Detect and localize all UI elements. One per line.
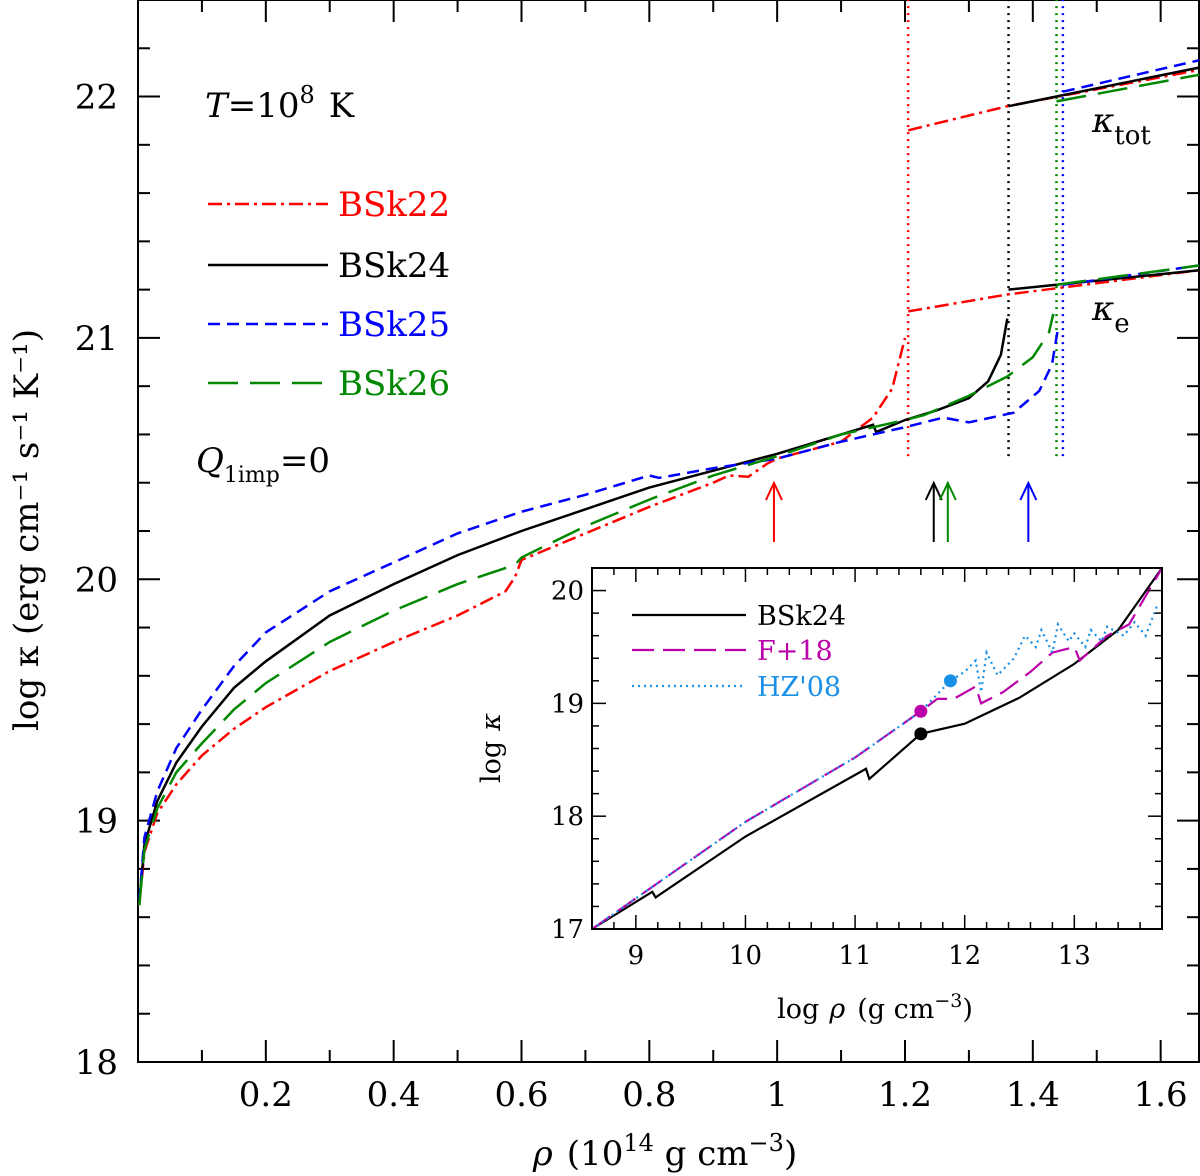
y-tick-label: 20 <box>75 560 118 600</box>
legend-label-bsk26: BSk26 <box>338 364 450 404</box>
series-bsk26-core-e <box>1056 264 1200 287</box>
x-tick-label: 0.8 <box>622 1075 676 1115</box>
temperature-equals: = <box>228 86 257 126</box>
inset-x-log: log <box>777 994 819 1025</box>
x-axis-title: ρ (1014 g cm−3) <box>532 1129 797 1174</box>
series-bsk25-crust <box>138 325 1060 901</box>
inset-y-tick-label: 20 <box>551 577 584 607</box>
kappa-tot-symbol: κ <box>1091 101 1114 141</box>
series-bsk24-core-tot <box>1008 66 1200 108</box>
series-bsk26-core-tot <box>1056 73 1200 103</box>
inset-x-pre: (g cm <box>857 994 934 1025</box>
inset-y-tick-label: 17 <box>551 915 584 945</box>
inset-y-tick-label: 19 <box>551 689 584 719</box>
inset-axis-ticks <box>591 567 1163 930</box>
x-tick-label: 0.4 <box>367 1075 421 1115</box>
series-bsk22-core-tot <box>907 68 1200 132</box>
y-tick-label: 18 <box>75 1043 118 1083</box>
transition-arrow <box>924 480 943 542</box>
transition-arrow <box>938 480 957 542</box>
inset-series-group <box>591 567 1163 930</box>
y-tick-label: 19 <box>75 802 118 842</box>
temperature-annotation: T=108 K <box>205 81 355 126</box>
x-tick-label: 1.2 <box>878 1075 932 1115</box>
inset-x-tick-label: 12 <box>948 941 981 971</box>
temperature-exponent: 8 <box>299 81 314 109</box>
inset-marker-bsk24 <box>914 727 928 741</box>
main-tick-labels: 0.2 0.4 0.6 0.8 1 1.2 1.4 1.6 18 19 20 21 22 <box>75 78 1188 1115</box>
inset-y-kappa: κ <box>476 713 507 732</box>
inset-legend: BSk24 F+18 HZ'08 <box>632 601 846 703</box>
inset-x-axis-title: log ρ (g cm−3) <box>777 990 973 1025</box>
x-tick-label: 1 <box>766 1075 788 1115</box>
x-axis-pre: (10 <box>567 1134 624 1174</box>
x-axis-unit: g cm <box>654 1134 749 1174</box>
y-tick-label: 22 <box>75 78 118 118</box>
x-axis-rho: ρ <box>532 1134 553 1174</box>
y-axis-title: log κ (erg cm⁻¹ s⁻¹ K⁻¹) <box>7 329 47 731</box>
main-series-group <box>138 59 1200 906</box>
x-tick-label: 0.2 <box>239 1075 293 1115</box>
inset-tick-labels: 9 10 11 12 13 17 18 19 20 <box>551 577 1091 971</box>
x-axis-exp2: −3 <box>749 1129 784 1157</box>
main-legend: BSk22 BSk24 BSk25 BSk26 <box>208 185 450 404</box>
legend-label-bsk24: BSk24 <box>338 246 450 286</box>
inset-x-exp: −3 <box>934 990 962 1012</box>
x-tick-label: 1.6 <box>1134 1075 1188 1115</box>
main-arrows <box>765 480 1038 542</box>
inset-marker-f+18 <box>914 704 928 718</box>
temperature-base: 10 <box>256 86 299 126</box>
inset-background <box>592 568 1162 929</box>
qimp-symbol: Q <box>196 441 224 481</box>
inset-x-tick-label: 9 <box>628 941 645 971</box>
x-tick-label: 0.6 <box>494 1075 548 1115</box>
kappa-tot-label: κtot <box>1091 101 1151 151</box>
y-tick-label: 21 <box>75 319 118 359</box>
x-axis-post: ) <box>784 1134 797 1174</box>
kappa-tot-subscript: tot <box>1114 121 1151 151</box>
series-bsk24-crust <box>138 318 1009 903</box>
inset-markers <box>914 674 957 741</box>
series-bsk25-core-tot <box>1062 59 1200 93</box>
inset-x-post: ) <box>962 994 973 1025</box>
qimp-subscript: 1imp <box>224 463 280 488</box>
temperature-symbol: T <box>205 86 230 126</box>
qimp-value: =0 <box>280 441 330 481</box>
inset-series-hz08 <box>591 606 1162 930</box>
inset-legend-label: F+18 <box>757 636 833 667</box>
inset-x-tick-label: 11 <box>839 941 872 971</box>
x-axis-exp: 14 <box>623 1129 654 1157</box>
series-bsk22-core-e <box>907 269 1200 313</box>
transition-arrow <box>765 480 783 542</box>
qimp-annotation: Q1imp=0 <box>196 441 330 488</box>
inset-marker-hz08 <box>943 674 957 688</box>
inset-y-tick-label: 18 <box>551 802 584 832</box>
inset-y-axis-title: log κ <box>476 713 507 783</box>
inset-legend-label: HZ'08 <box>757 672 841 703</box>
kappa-e-label: κe <box>1091 289 1130 339</box>
main-axis-ticks <box>138 0 1199 1063</box>
inset-y-log: log <box>476 741 507 783</box>
inset-x-tick-label: 13 <box>1058 941 1091 971</box>
legend-label-bsk22: BSk22 <box>338 185 450 225</box>
x-tick-label: 1.4 <box>1006 1075 1060 1115</box>
temperature-unit: K <box>329 86 355 126</box>
transition-arrow <box>1019 480 1038 542</box>
kappa-e-symbol: κ <box>1091 289 1114 329</box>
inset-x-tick-label: 10 <box>729 941 762 971</box>
inset-x-rho: ρ <box>828 994 845 1025</box>
kappa-e-subscript: e <box>1114 309 1129 339</box>
series-bsk26-crust <box>138 313 1055 906</box>
legend-label-bsk25: BSk25 <box>338 305 450 345</box>
inset-legend-label: BSk24 <box>757 601 846 632</box>
